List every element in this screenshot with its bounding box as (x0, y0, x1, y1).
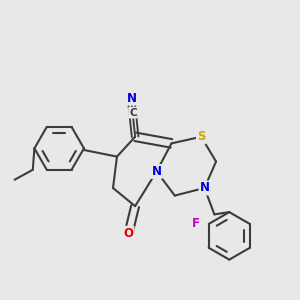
Text: N: N (127, 92, 137, 105)
Text: N: N (152, 165, 162, 178)
Text: C: C (129, 108, 136, 118)
Text: O: O (124, 227, 134, 240)
Text: N: N (200, 182, 209, 194)
Text: S: S (197, 130, 206, 143)
Text: F: F (192, 217, 200, 230)
